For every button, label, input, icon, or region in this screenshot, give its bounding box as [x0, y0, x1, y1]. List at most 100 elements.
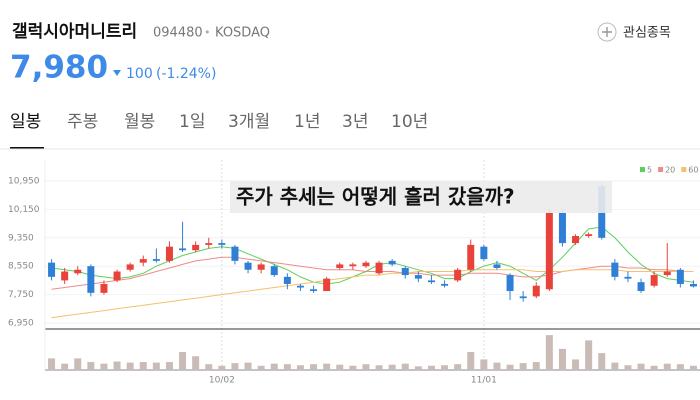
candle-body	[270, 266, 278, 276]
volume-bar	[310, 364, 318, 370]
candle-body	[113, 271, 121, 281]
candle-body	[624, 276, 632, 279]
volume-bar	[257, 365, 265, 370]
tab[interactable]: 주봉	[67, 112, 98, 132]
legend-label: 60	[688, 166, 698, 175]
candle-body	[244, 262, 252, 270]
candle-body	[165, 246, 173, 261]
candle-body	[558, 212, 566, 244]
y-tick-label: 6,950	[8, 319, 34, 329]
candle-body	[637, 282, 645, 292]
candle-body	[663, 271, 671, 276]
volume-bar	[179, 352, 187, 370]
volume-bar	[637, 363, 645, 370]
tab[interactable]: 월봉	[124, 112, 155, 132]
candle-body	[323, 278, 331, 292]
volume-bar	[519, 363, 527, 370]
candle-body	[585, 234, 593, 237]
tab[interactable]: 3년	[342, 112, 368, 132]
volume-bar	[126, 362, 134, 370]
candle-body	[192, 244, 200, 251]
candle-body	[231, 246, 239, 261]
volume-bar	[689, 365, 697, 370]
tab[interactable]: 10년	[391, 112, 428, 132]
legend-swatch	[658, 167, 664, 172]
volume-bar	[611, 362, 619, 370]
volume-bar	[467, 352, 475, 370]
candle-body	[414, 275, 422, 279]
tabs: 일봉 주봉 월봉 1일 3개월 1년 3년 10년	[10, 112, 428, 132]
candle-body	[689, 283, 697, 287]
plus-sign	[602, 27, 612, 37]
annotation: 주가 추세는 어떻게 흘러 갔을까?	[236, 185, 515, 209]
ma-line	[51, 226, 694, 285]
volume-bar	[61, 363, 69, 370]
volume-bar	[427, 365, 435, 370]
volume-bar	[441, 365, 449, 370]
volume-bar	[165, 362, 173, 370]
tab[interactable]: 3개월	[228, 112, 270, 132]
volume-bar	[283, 364, 291, 370]
candle-body	[506, 275, 514, 292]
volume-bar	[493, 362, 501, 370]
candle-body	[545, 212, 553, 290]
volume-bar	[650, 365, 658, 370]
x-tick-label: 10/02	[209, 376, 235, 386]
down-arrow	[113, 70, 121, 76]
volume-bar	[454, 364, 462, 370]
candle-body	[283, 276, 291, 284]
volume-bar	[558, 348, 566, 370]
y-tick-label: 10,150	[8, 205, 40, 215]
volume-bar	[87, 362, 95, 370]
candle-body	[493, 264, 501, 268]
legend-swatch	[681, 167, 687, 172]
y-tick-label: 7,750	[8, 290, 34, 300]
volume-bar	[74, 358, 82, 370]
tab[interactable]: 일봉	[10, 112, 41, 132]
tab[interactable]: 1일	[179, 112, 205, 132]
volume-bar	[545, 335, 553, 370]
volume-bar	[676, 364, 684, 370]
volume-bar	[48, 358, 56, 370]
candle-body	[572, 236, 580, 244]
volume-bar	[205, 364, 213, 370]
candle-body	[650, 275, 658, 286]
plus-icon[interactable]	[597, 22, 617, 42]
candle-body	[676, 269, 684, 284]
stock-code: 094480	[153, 26, 203, 41]
y-tick-label: 8,550	[8, 262, 34, 272]
candle-body	[152, 259, 160, 261]
ma-line	[51, 269, 694, 319]
volume-bar	[270, 363, 278, 370]
volume-bar	[231, 363, 239, 370]
candle-body	[48, 262, 56, 277]
volume-bar	[349, 365, 357, 370]
candle-body	[74, 269, 82, 274]
volume-bar	[296, 365, 304, 370]
tab[interactable]: 1년	[294, 112, 320, 132]
volume-bar	[585, 340, 593, 370]
volume-bar	[113, 361, 121, 370]
candle-body	[100, 283, 108, 293]
candle-body	[532, 285, 540, 297]
legend-swatch	[640, 167, 645, 172]
x-tick-label: 11/01	[471, 376, 497, 386]
candle-body	[375, 262, 383, 274]
plot: 10,950 10,150 9,350 8,550 7,750 6,950 10/02 11/…	[8, 160, 700, 386]
volume-bar	[401, 363, 409, 370]
candle-body	[349, 264, 357, 267]
volume-bar	[362, 364, 370, 370]
volume-bar	[624, 365, 632, 370]
watch-button[interactable]: 관심종목	[623, 26, 671, 41]
candle-body	[480, 246, 488, 260]
candle-body	[257, 264, 265, 270]
candle-body	[336, 264, 344, 268]
candle-body	[441, 283, 449, 286]
volume-bar	[572, 359, 580, 370]
change: 100	[126, 66, 153, 82]
candle-body	[362, 262, 370, 267]
price: 7,980	[10, 50, 108, 86]
candle-body	[401, 267, 409, 276]
candle-body	[126, 264, 134, 270]
